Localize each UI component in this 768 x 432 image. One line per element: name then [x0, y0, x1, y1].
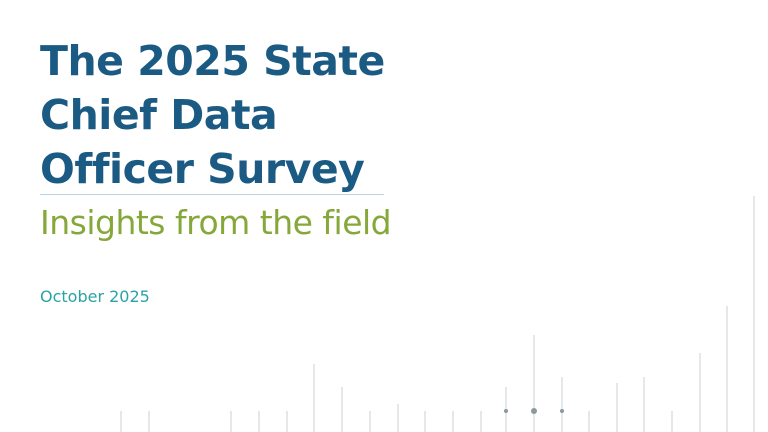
title-line: The 2025 State — [40, 37, 385, 85]
decor-dot — [531, 408, 537, 414]
cover-date: October 2025 — [40, 287, 150, 306]
title-line: Chief Data — [40, 91, 278, 139]
title-line: Officer Survey — [40, 145, 365, 193]
decor-dot — [504, 409, 508, 413]
title-divider — [40, 194, 384, 195]
cover-subtitle: Insights from the field — [40, 203, 392, 242]
decor-dot — [560, 409, 564, 413]
cover-title: The 2025 State Chief Data Officer Survey — [40, 34, 385, 196]
